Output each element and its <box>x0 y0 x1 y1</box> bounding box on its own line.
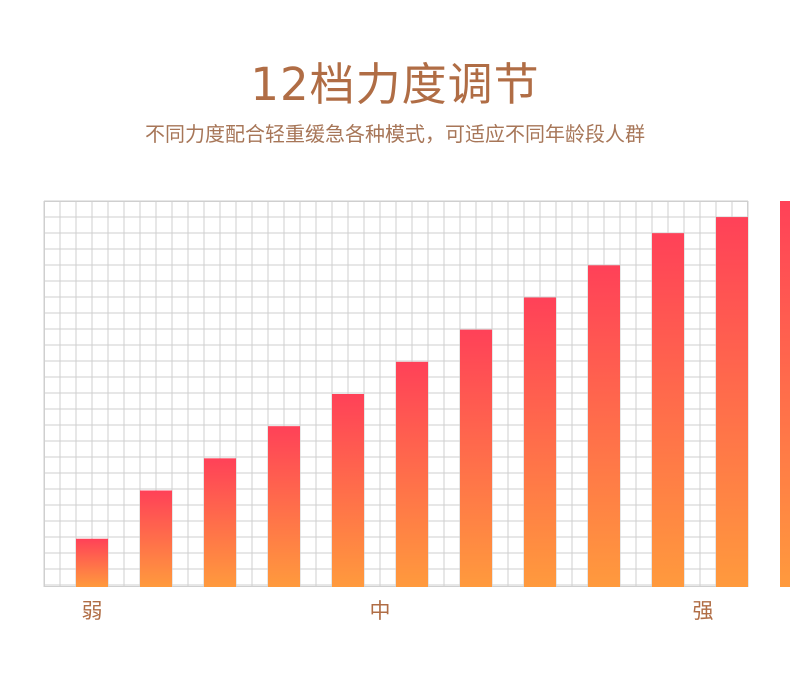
bar-level-6 <box>396 361 428 587</box>
bar-level-10 <box>652 233 684 587</box>
x-axis-label-3: 强 <box>693 599 714 623</box>
bar-level-7 <box>460 329 492 587</box>
bar-level-11 <box>716 217 748 588</box>
bar-level-1 <box>76 538 108 587</box>
bar-level-8 <box>524 297 556 587</box>
bar-chart <box>43 200 790 588</box>
chart-header: 12档力度调节 不同力度配合轻重缓急各种模式，可适应不同年龄段人群 <box>0 58 790 148</box>
chart-subtitle: 不同力度配合轻重缓急各种模式，可适应不同年龄段人群 <box>145 122 645 146</box>
bar-level-5 <box>332 394 364 587</box>
bar-level-2 <box>140 490 172 587</box>
bar-level-4 <box>268 426 300 587</box>
bar-chart-svg <box>43 200 790 588</box>
bar-level-3 <box>204 458 236 587</box>
x-axis-label-1: 弱 <box>82 599 103 623</box>
bar-level-12 <box>780 201 790 587</box>
x-axis-label-2: 中 <box>370 599 391 623</box>
chart-title: 12档力度调节 <box>250 58 540 111</box>
bars <box>76 201 790 588</box>
bar-level-9 <box>588 265 620 587</box>
